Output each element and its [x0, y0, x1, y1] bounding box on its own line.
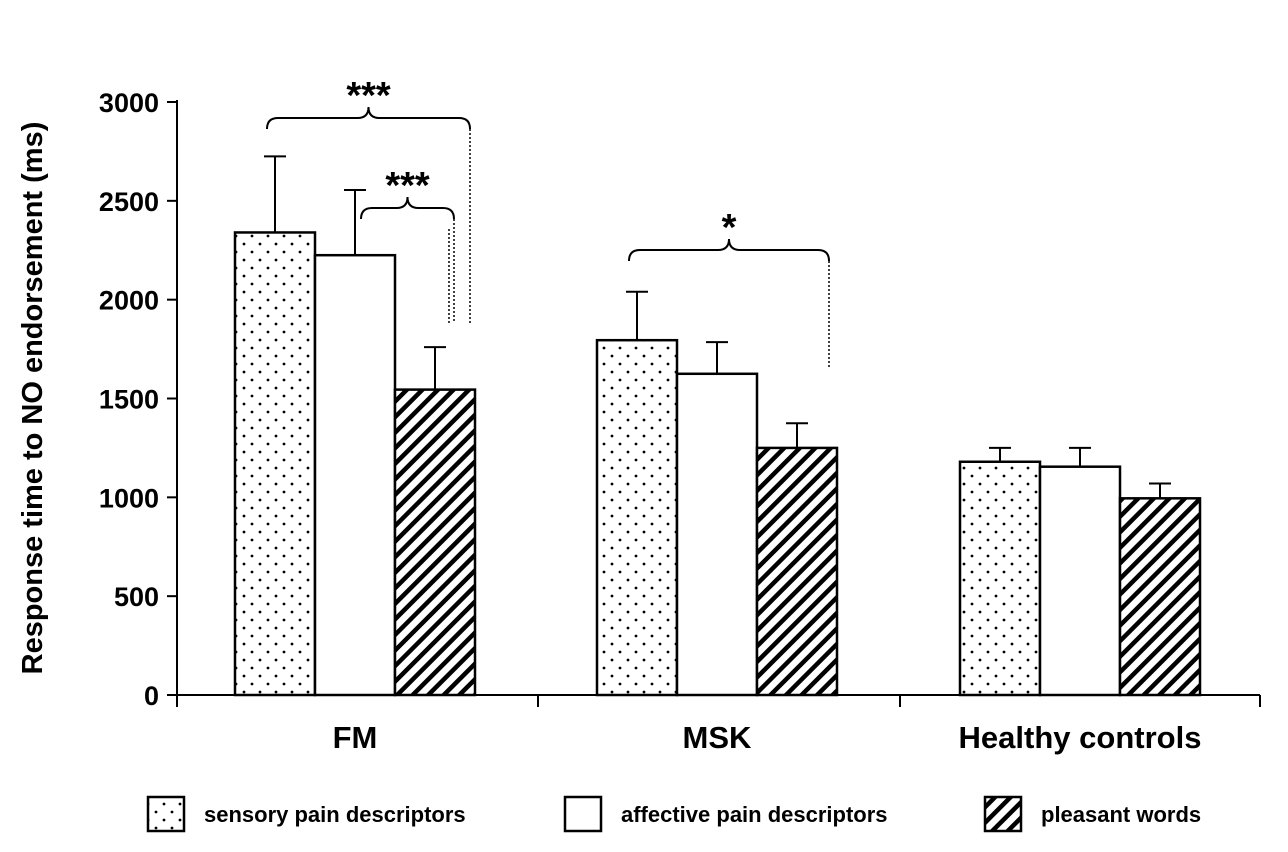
bar	[233, 231, 317, 697]
bar	[755, 446, 839, 697]
legend-label: affective pain descriptors	[621, 802, 888, 827]
bar	[958, 460, 1042, 697]
bar	[393, 388, 477, 697]
y-tick-label: 500	[114, 582, 159, 612]
bar	[1038, 465, 1122, 697]
legend-label: sensory pain descriptors	[204, 802, 466, 827]
significance-bracket	[266, 106, 471, 130]
y-tick-label: 1000	[99, 483, 159, 513]
bar	[1118, 497, 1202, 697]
significance-bracket	[628, 238, 830, 262]
significance-label: ***	[385, 165, 430, 207]
y-tick-label: 2000	[99, 286, 159, 316]
legend: sensory pain descriptors affective pain d…	[146, 795, 1201, 833]
category-label: FM	[333, 720, 378, 755]
legend-swatch	[563, 795, 603, 833]
legend-swatch	[146, 795, 186, 833]
legend-swatch	[983, 795, 1023, 833]
y-axis-title: Response time to NO endorsement (ms)	[17, 122, 49, 675]
bar	[313, 253, 397, 697]
bar	[675, 372, 759, 697]
y-tick-label: 2500	[99, 187, 159, 217]
y-tick-label: 0	[144, 681, 159, 711]
category-label: MSK	[683, 720, 753, 755]
bar	[595, 338, 679, 697]
plot-area: 0 500 1000 1500 2000 2500 3000 Response time to…	[17, 75, 1261, 755]
y-tick-label: 1500	[99, 385, 159, 415]
category-label: Healthy controls	[959, 720, 1202, 755]
significance-label: ***	[346, 75, 391, 117]
significance-label: *	[722, 207, 737, 249]
y-tick-label: 3000	[99, 88, 159, 118]
legend-label: pleasant words	[1041, 802, 1201, 827]
significance-bracket	[360, 196, 455, 220]
